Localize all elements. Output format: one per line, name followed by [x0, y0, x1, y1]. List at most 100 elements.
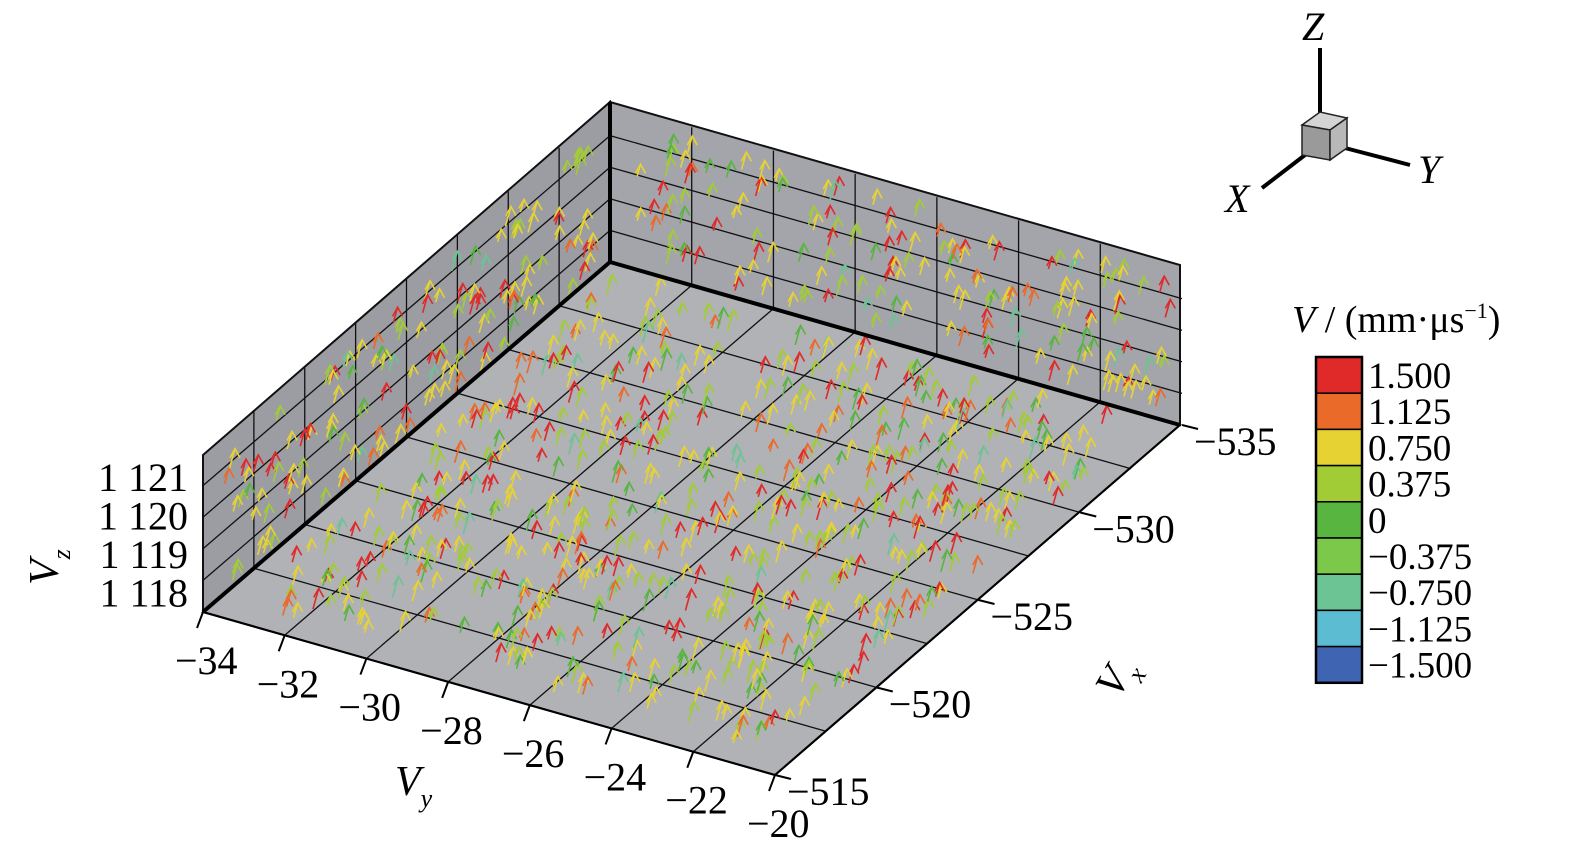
vector-arrow: [1043, 470, 1055, 485]
legend-frame: [1314, 355, 1364, 685]
vector-arrow: [327, 368, 339, 385]
vector-arrow: [454, 510, 466, 530]
vector-arrow: [510, 626, 523, 649]
grid-line: [609, 166, 1183, 331]
vector-arrow: [598, 438, 610, 457]
vector-arrow: [456, 550, 469, 571]
vector-arrow: [911, 488, 924, 509]
vector-arrow: [847, 361, 860, 383]
vector-arrow: [327, 561, 340, 583]
vector-arrow: [433, 287, 446, 303]
triad-cube-front: [1301, 124, 1331, 161]
vector-arrow: [387, 530, 399, 548]
vector-arrow: [1102, 368, 1115, 391]
vector-arrow: [949, 551, 961, 572]
vector-arrow: [801, 287, 814, 303]
vector-arrow: [342, 592, 354, 611]
vector-arrow: [495, 641, 507, 663]
vector-arrow: [833, 670, 845, 687]
vector-arrow: [898, 495, 911, 517]
legend-swatch: [1315, 428, 1363, 467]
vector-arrow: [264, 524, 277, 542]
vector-arrow: [842, 522, 854, 544]
vector-arrow: [614, 533, 627, 556]
vector-arrow: [367, 446, 380, 467]
vector-arrow: [967, 374, 980, 397]
vector-arrow: [1137, 274, 1150, 295]
vector-arrow: [798, 695, 811, 716]
vector-arrow: [918, 255, 931, 276]
vector-arrow: [1004, 416, 1017, 434]
vector-arrow: [573, 318, 586, 342]
vector-arrow: [618, 613, 631, 637]
vector-arrow: [520, 275, 533, 297]
y-tick-label: −28: [420, 708, 483, 753]
vector-arrow: [356, 338, 368, 359]
x-tick-mark: [978, 599, 995, 605]
vector-arrow: [784, 707, 796, 722]
vector-arrow: [300, 473, 313, 495]
vector-arrow: [816, 422, 828, 438]
vector-arrow: [469, 244, 482, 266]
vector-arrow: [996, 512, 1008, 535]
vector-arrow: [520, 254, 532, 275]
vector-arrow: [475, 292, 487, 311]
vector-arrow: [836, 360, 848, 380]
x-tick-labels: −535 −530 −525 −520 −515: [774, 419, 1277, 814]
vector-arrow: [291, 601, 304, 618]
vector-arrow: [634, 416, 647, 433]
vector-arrow: [755, 483, 768, 498]
vector-arrow: [743, 543, 755, 563]
vector-arrow: [579, 427, 591, 449]
vector-arrow: [647, 433, 659, 455]
vector-arrow: [794, 470, 806, 490]
vector-arrow: [601, 554, 613, 575]
vector-arrow: [815, 265, 828, 285]
vector-arrow: [632, 625, 645, 649]
vector-arrow: [375, 433, 387, 452]
legend-label: −1.500: [1368, 646, 1472, 687]
vector-arrow: [327, 425, 340, 444]
vector-arrow: [1021, 282, 1034, 297]
vector-arrow: [903, 251, 915, 269]
vector-arrow: [974, 496, 987, 520]
vector-arrow: [373, 525, 385, 546]
vector-arrow: [585, 295, 597, 312]
vector-arrow: [657, 409, 670, 431]
vector-arrow: [894, 265, 907, 280]
z-tick-label: 1 121: [98, 455, 188, 500]
vector-arrow: [415, 561, 428, 577]
vector-arrow: [574, 530, 588, 555]
vector-arrow: [346, 364, 359, 380]
vector-arrow: [1014, 489, 1026, 510]
vector-arrow: [1086, 312, 1098, 331]
legend-swatch: [1315, 464, 1363, 503]
vector-arrow: [491, 497, 504, 521]
vector-arrow: [754, 377, 767, 399]
vector-arrow: [787, 291, 799, 308]
vector-arrow: [993, 240, 1006, 261]
vector-arrow: [391, 305, 404, 323]
vector-arrow: [394, 423, 407, 445]
vector-arrow: [757, 629, 770, 650]
vector-arrow: [642, 360, 655, 383]
vector-arrow: [627, 530, 640, 550]
vector-arrow: [686, 134, 698, 153]
vector-arrow: [638, 409, 651, 429]
y-tick-label: −32: [257, 661, 320, 706]
vector-arrow: [687, 700, 700, 724]
vector-arrow: [231, 494, 244, 512]
vector-arrow: [678, 362, 691, 386]
grid-line: [609, 229, 1183, 395]
vector-arrow: [1072, 248, 1084, 265]
vector-arrow: [463, 335, 476, 355]
vector-arrow: [826, 489, 838, 508]
vector-arrow: [926, 585, 938, 602]
vector-arrow: [228, 447, 241, 469]
vector-arrow: [884, 596, 897, 618]
vector-arrow: [857, 650, 870, 673]
vector-arrow: [825, 378, 837, 400]
vector-arrow: [758, 547, 771, 569]
vector-arrow: [784, 421, 797, 437]
vector-arrow: [547, 333, 560, 356]
